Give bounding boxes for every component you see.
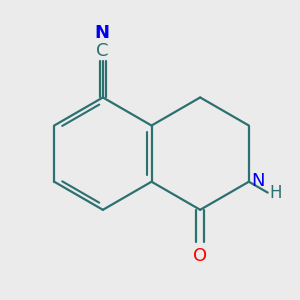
Text: N: N	[94, 24, 109, 42]
Text: C: C	[95, 42, 108, 60]
Text: N: N	[252, 172, 265, 190]
Text: H: H	[270, 184, 282, 202]
Text: O: O	[193, 247, 207, 265]
